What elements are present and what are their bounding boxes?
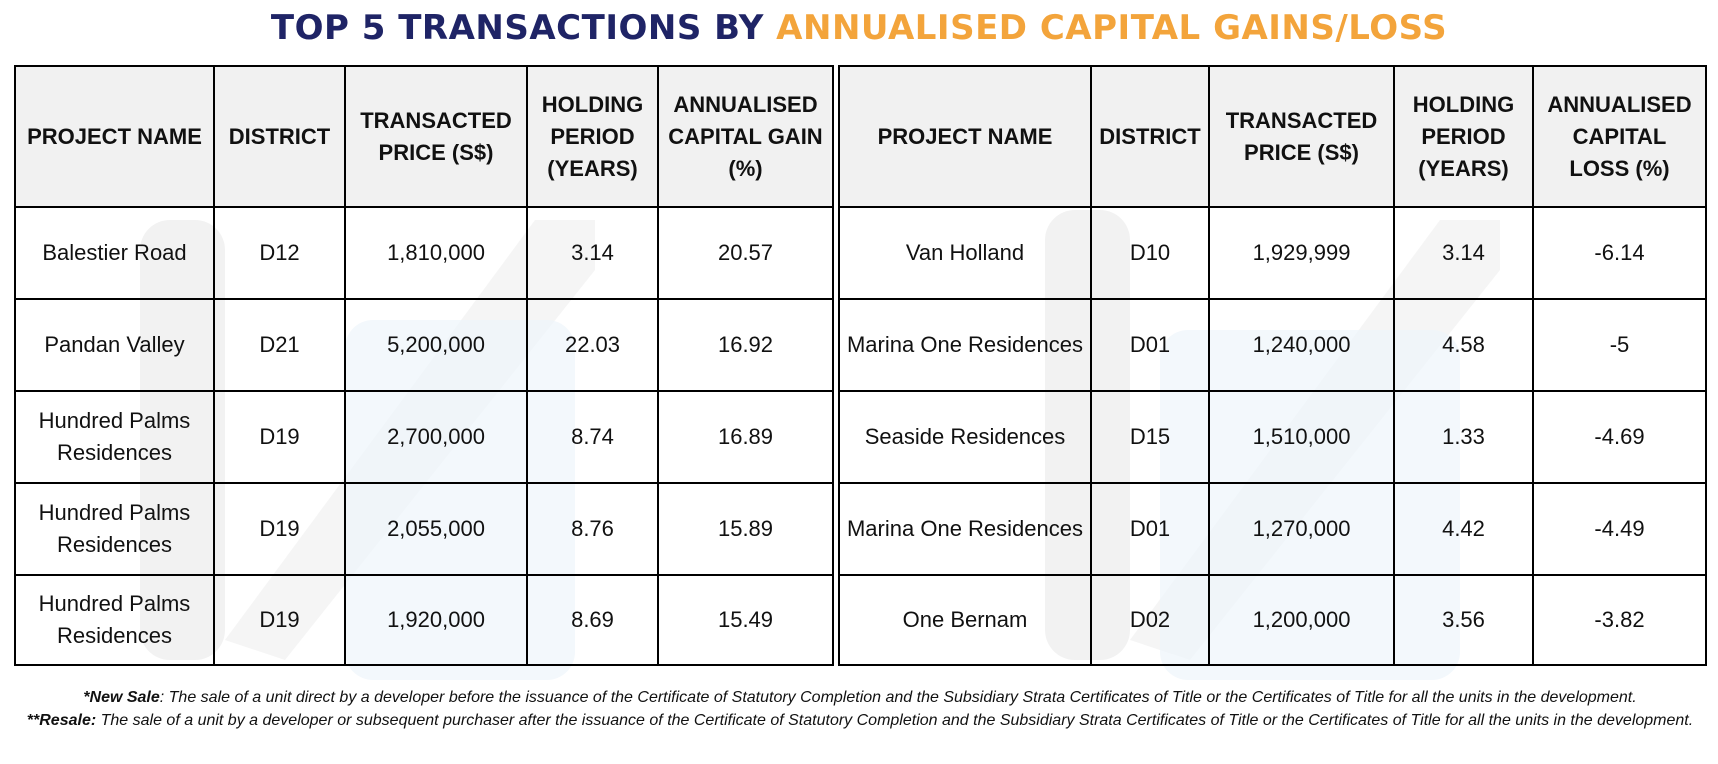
table-row: Marina One Residences D01 1,240,000 4.58… — [838, 298, 1707, 392]
cell-district: D01 — [1090, 298, 1210, 392]
cell-transacted-price: 1,240,000 — [1208, 298, 1395, 392]
cell-holding-period: 3.14 — [526, 206, 659, 300]
header-transacted-price: TRANSACTED PRICE (S$) — [344, 65, 528, 208]
cell-project-name: Seaside Residences — [838, 390, 1092, 484]
footnote-new-sale-text: : The sale of a unit direct by a develop… — [159, 689, 1637, 706]
capital-gains-table: PROJECT NAME DISTRICT TRANSACTED PRICE (… — [14, 65, 834, 666]
header-annualised-capital-loss: ANNUALISED CAPITAL LOSS (%) — [1532, 65, 1707, 208]
cell-annualised-gain: 16.89 — [657, 390, 834, 484]
cell-district: D10 — [1090, 206, 1210, 300]
header-transacted-price: TRANSACTED PRICE (S$) — [1208, 65, 1395, 208]
table-header-row: PROJECT NAME DISTRICT TRANSACTED PRICE (… — [838, 65, 1707, 208]
cell-annualised-loss: -4.69 — [1532, 390, 1707, 484]
cell-transacted-price: 1,510,000 — [1208, 390, 1395, 484]
header-holding-period: HOLDING PERIOD (YEARS) — [526, 65, 659, 208]
table-row: Balestier Road D12 1,810,000 3.14 20.57 — [14, 206, 834, 300]
footnotes: *New Sale: The sale of a unit direct by … — [14, 686, 1706, 732]
header-project-name: PROJECT NAME — [14, 65, 215, 208]
cell-project-name: Hundred Palms Residences — [14, 574, 215, 666]
cell-holding-period: 1.33 — [1393, 390, 1534, 484]
cell-holding-period: 8.76 — [526, 482, 659, 576]
cell-annualised-loss: -5 — [1532, 298, 1707, 392]
cell-holding-period: 8.74 — [526, 390, 659, 484]
cell-project-name: Hundred Palms Residences — [14, 482, 215, 576]
cell-district: D19 — [213, 574, 346, 666]
cell-district: D12 — [213, 206, 346, 300]
table-header-row: PROJECT NAME DISTRICT TRANSACTED PRICE (… — [14, 65, 834, 208]
header-annualised-capital-gain: ANNUALISED CAPITAL GAIN (%) — [657, 65, 834, 208]
footnote-resale-text: The sale of a unit by a developer or sub… — [96, 712, 1694, 729]
header-project-name: PROJECT NAME — [838, 65, 1092, 208]
cell-transacted-price: 1,810,000 — [344, 206, 528, 300]
cell-project-name: Hundred Palms Residences — [14, 390, 215, 484]
title-part-2: ANNUALISED CAPITAL GAINS/LOSS — [776, 8, 1448, 48]
cell-holding-period: 4.42 — [1393, 482, 1534, 576]
cell-annualised-gain: 16.92 — [657, 298, 834, 392]
cell-district: D19 — [213, 390, 346, 484]
table-row: Van Holland D10 1,929,999 3.14 -6.14 — [838, 206, 1707, 300]
table-row: Seaside Residences D15 1,510,000 1.33 -4… — [838, 390, 1707, 484]
cell-annualised-loss: -3.82 — [1532, 574, 1707, 666]
header-holding-period: HOLDING PERIOD (YEARS) — [1393, 65, 1534, 208]
cell-transacted-price: 1,920,000 — [344, 574, 528, 666]
cell-project-name: One Bernam — [838, 574, 1092, 666]
footnote-resale: **Resale: The sale of a unit by a develo… — [14, 709, 1706, 732]
cell-project-name: Marina One Residences — [838, 482, 1092, 576]
cell-district: D01 — [1090, 482, 1210, 576]
header-district: DISTRICT — [213, 65, 346, 208]
table-row: Pandan Valley D21 5,200,000 22.03 16.92 — [14, 298, 834, 392]
cell-holding-period: 22.03 — [526, 298, 659, 392]
cell-project-name: Pandan Valley — [14, 298, 215, 392]
footnote-new-sale-label: *New Sale — [83, 689, 160, 706]
cell-annualised-gain: 20.57 — [657, 206, 834, 300]
cell-project-name: Marina One Residences — [838, 298, 1092, 392]
cell-project-name: Balestier Road — [14, 206, 215, 300]
cell-holding-period: 3.56 — [1393, 574, 1534, 666]
cell-project-name: Van Holland — [838, 206, 1092, 300]
cell-district: D21 — [213, 298, 346, 392]
cell-district: D02 — [1090, 574, 1210, 666]
cell-transacted-price: 1,200,000 — [1208, 574, 1395, 666]
cell-annualised-gain: 15.89 — [657, 482, 834, 576]
cell-transacted-price: 2,700,000 — [344, 390, 528, 484]
header-district: DISTRICT — [1090, 65, 1210, 208]
cell-annualised-loss: -4.49 — [1532, 482, 1707, 576]
cell-district: D15 — [1090, 390, 1210, 484]
footnote-new-sale: *New Sale: The sale of a unit direct by … — [14, 686, 1706, 709]
table-row: Hundred Palms Residences D19 1,920,000 8… — [14, 574, 834, 666]
table-row: Hundred Palms Residences D19 2,055,000 8… — [14, 482, 834, 576]
cell-annualised-loss: -6.14 — [1532, 206, 1707, 300]
table-row: Marina One Residences D01 1,270,000 4.42… — [838, 482, 1707, 576]
cell-transacted-price: 5,200,000 — [344, 298, 528, 392]
cell-holding-period: 3.14 — [1393, 206, 1534, 300]
table-row: One Bernam D02 1,200,000 3.56 -3.82 — [838, 574, 1707, 666]
capital-loss-table: PROJECT NAME DISTRICT TRANSACTED PRICE (… — [838, 65, 1707, 666]
cell-transacted-price: 2,055,000 — [344, 482, 528, 576]
page-title: TOP 5 TRANSACTIONS BY ANNUALISED CAPITAL… — [0, 6, 1718, 50]
cell-holding-period: 4.58 — [1393, 298, 1534, 392]
footnote-resale-label: **Resale: — [26, 712, 97, 729]
cell-holding-period: 8.69 — [526, 574, 659, 666]
title-part-1: TOP 5 TRANSACTIONS BY — [270, 8, 777, 48]
cell-district: D19 — [213, 482, 346, 576]
cell-transacted-price: 1,270,000 — [1208, 482, 1395, 576]
cell-transacted-price: 1,929,999 — [1208, 206, 1395, 300]
cell-annualised-gain: 15.49 — [657, 574, 834, 666]
table-row: Hundred Palms Residences D19 2,700,000 8… — [14, 390, 834, 484]
